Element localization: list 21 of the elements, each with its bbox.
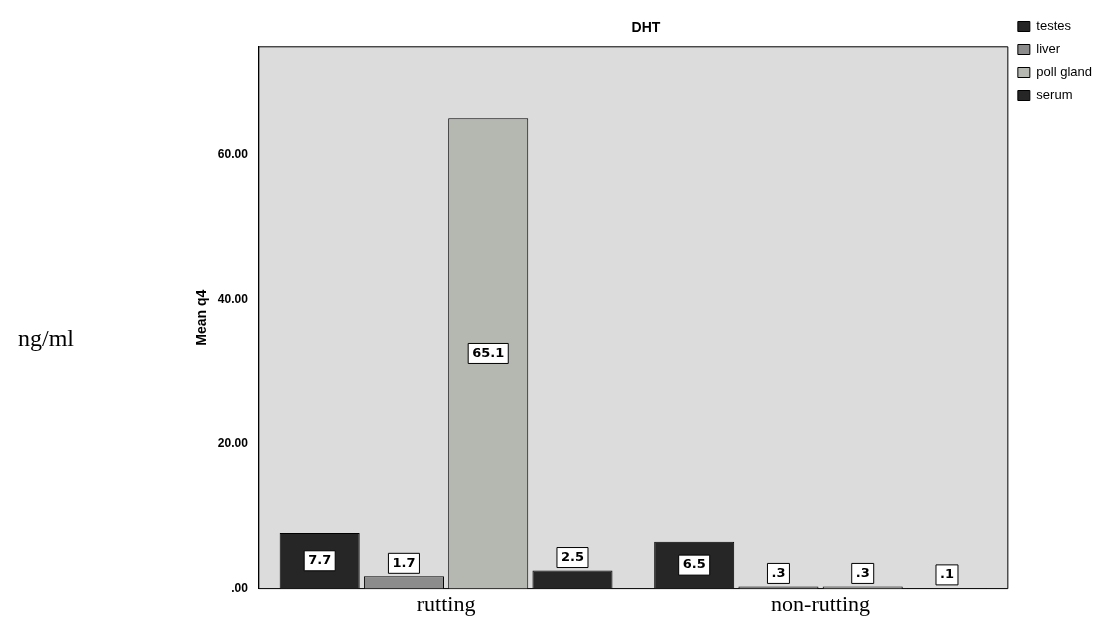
y-tick-label: 40.00 [217,291,249,306]
y-tick-label: .00 [231,580,249,595]
legend-label: liver [1036,41,1061,57]
data-label: .3 [855,564,870,580]
data-label: 7.7 [308,552,332,568]
data-label: 2.5 [560,548,584,564]
legend-label: testes [1036,18,1072,34]
x-tick-label: rutting [416,590,476,616]
data-label: .1 [939,566,954,582]
data-label: 6.5 [682,556,706,572]
data-label: 1.7 [392,554,416,570]
text: ng/ml [18,325,75,352]
x-tick-label: non-rutting [771,590,871,616]
chart-title: DHT [631,19,661,36]
y-axis-title: Mean q4 [193,289,210,346]
data-label: .3 [771,564,786,580]
legend-label: serum [1036,87,1073,103]
y-tick-label: 60.00 [217,147,249,162]
legend-label: poll gland [1036,64,1092,80]
data-label: 65.1 [472,344,505,360]
y-tick-label: 20.00 [217,436,249,451]
